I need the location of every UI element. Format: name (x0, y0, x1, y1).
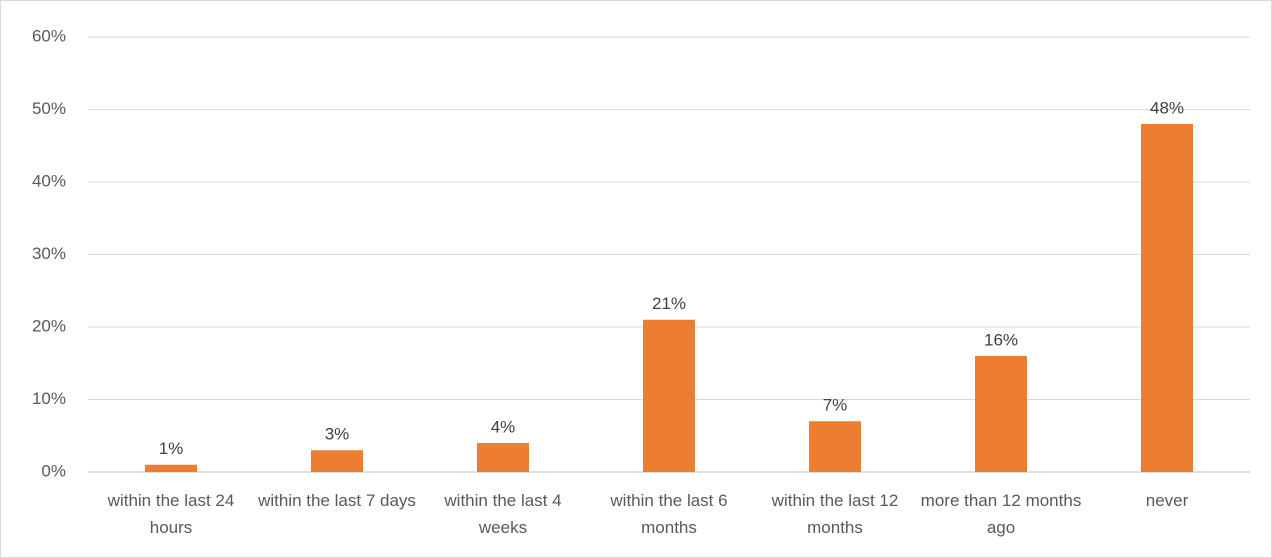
bar (643, 319, 695, 472)
y-tick-label: 30% (32, 244, 66, 263)
x-tick-label: within the last 4 weeks (444, 491, 562, 537)
value-label: 1% (159, 439, 184, 458)
value-label: 16% (984, 330, 1018, 349)
value-label: 3% (325, 425, 350, 444)
x-tick-label: never (1145, 491, 1189, 510)
bar (1141, 124, 1193, 472)
bar (145, 464, 197, 472)
x-tick-label: within the last 6 months (610, 491, 728, 537)
y-tick-label: 20% (32, 316, 66, 335)
x-tick-label: more than 12 months ago (920, 491, 1082, 537)
value-label: 4% (491, 417, 516, 436)
y-tick-label: 0% (41, 461, 66, 480)
bar (809, 421, 861, 472)
x-tick-label: within the last 24 hours (107, 491, 235, 537)
y-tick-label: 50% (32, 99, 66, 118)
y-tick-label: 10% (32, 389, 66, 408)
x-tick-label: within the last 12 months (771, 491, 899, 537)
bar (975, 356, 1027, 472)
y-tick-label: 40% (32, 171, 66, 190)
value-label: 21% (652, 294, 686, 313)
value-label: 48% (1150, 98, 1184, 117)
y-tick-label: 60% (32, 26, 66, 45)
value-label: 7% (823, 396, 848, 415)
x-tick-label: within the last 7 days (258, 491, 416, 510)
bar (477, 443, 529, 472)
bar (311, 450, 363, 472)
